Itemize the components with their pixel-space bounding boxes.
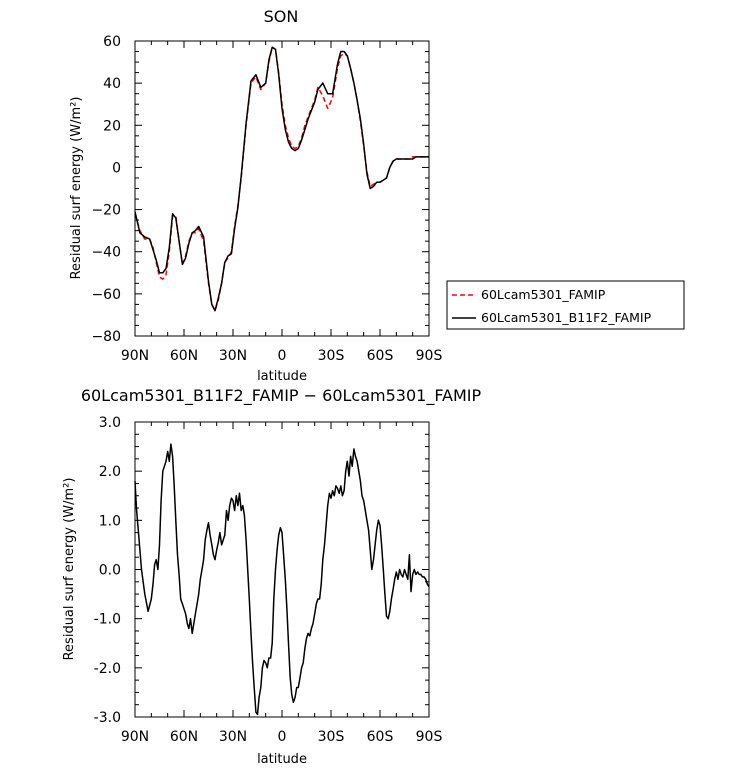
x-tick-label: 30S [318,348,345,364]
y-tick-label: -1.0 [94,612,121,628]
y-tick-label: 2.0 [99,464,121,480]
chart-son: SON −80 −60 −40 −20 0 20 40 60 90N 60N 30N 0 30S 60S… [69,7,685,384]
x-tick-label: 60N [170,729,198,745]
y-tick-label: −40 [91,245,121,261]
y-tick-labels: -3.0 -2.0 -1.0 0.0 1.0 2.0 3.0 [94,415,121,726]
x-axis-label: latitude [257,369,307,384]
chart-title: SON [264,7,299,26]
x-tick-label: 0 [278,729,287,745]
plot-frame [134,40,430,337]
chart-title: 60Lcam5301_B11F2_FAMIP − 60Lcam5301_FAMI… [81,386,482,406]
y-tick-label: 3.0 [99,415,121,431]
legend: 60Lcam5301_FAMIP 60Lcam5301_B11F2_FAMIP [446,280,685,330]
y-tick-label: -2.0 [94,661,121,677]
y-tick-label: 0.0 [99,563,121,579]
x-tick-labels: 90N 60N 30N 0 30S 60S 90S [121,348,443,364]
x-tick-labels: 90N 60N 30N 0 30S 60S 90S [121,729,443,745]
x-tick-label: 0 [278,348,287,364]
x-tick-label: 30S [318,729,345,745]
y-tick-label: -3.0 [94,710,121,726]
x-tick-label: 90S [416,729,443,745]
series-line-difference [134,443,430,716]
x-tick-label: 30N [219,729,247,745]
legend-label-b11f2: 60Lcam5301_B11F2_FAMIP [481,310,652,325]
y-tick-label: 60 [103,34,121,50]
y-tick-label: 1.0 [99,513,121,529]
series-line-60lcam5301-b11f2-famip [134,46,429,312]
x-tick-label: 30N [219,348,247,364]
x-tick-label: 90N [121,729,149,745]
series-group [134,443,430,716]
legend-box [446,280,685,330]
ticks-group [134,40,430,337]
x-tick-label: 90S [416,348,443,364]
y-tick-labels: −80 −60 −40 −20 0 20 40 60 [91,34,121,345]
y-tick-label: 0 [112,160,121,176]
y-tick-label: −60 [91,287,121,303]
x-tick-label: 90N [121,348,149,364]
y-tick-label: 20 [103,118,121,134]
chart-difference: 60Lcam5301_B11F2_FAMIP − 60Lcam5301_FAMI… [62,386,482,767]
ticks-group [134,421,430,718]
x-axis-label: latitude [257,752,307,767]
y-axis-label: Residual surf energy (W/m²) [69,97,84,280]
y-tick-label: 40 [103,76,121,92]
series-group [134,46,429,312]
y-tick-label: −80 [91,329,121,345]
x-tick-label: 60N [170,348,198,364]
x-tick-label: 60S [367,348,394,364]
x-tick-label: 60S [367,729,394,745]
y-axis-label: Residual surf energy (W/m²) [62,478,77,661]
legend-label-famip: 60Lcam5301_FAMIP [481,287,606,302]
y-tick-label: −20 [91,203,121,219]
